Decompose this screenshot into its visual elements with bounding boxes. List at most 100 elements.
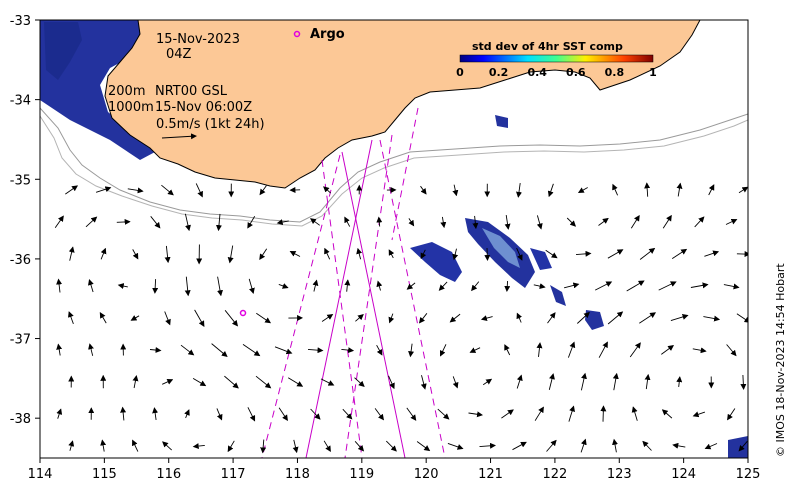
current-vector	[547, 312, 556, 324]
current-vector	[566, 217, 577, 227]
current-vector	[341, 347, 355, 354]
current-vector	[388, 313, 395, 324]
current-vector	[247, 215, 256, 229]
colorbar-tick-label: 0.8	[605, 66, 625, 79]
current-vector	[227, 245, 234, 264]
colorbar-title: std dev of 4hr SST comp	[472, 40, 623, 53]
y-tick-label: -33	[10, 14, 31, 29]
x-tick-label: 118	[285, 467, 310, 482]
current-vector	[501, 409, 514, 419]
current-vector	[356, 247, 363, 260]
current-vector	[195, 183, 203, 198]
current-vector	[95, 186, 112, 193]
current-vector	[180, 344, 195, 356]
plot-frame	[39, 19, 749, 459]
altimeter-swaths	[261, 107, 446, 458]
current-vector	[437, 408, 450, 420]
current-vector	[344, 279, 351, 292]
current-vector	[536, 215, 543, 230]
current-vector	[342, 408, 353, 420]
current-vector	[708, 184, 715, 196]
current-vector	[484, 247, 491, 261]
depth-label-1000m: 1000m	[108, 100, 154, 115]
current-vector	[274, 346, 293, 355]
current-vector	[247, 407, 256, 422]
current-vector	[355, 314, 364, 322]
current-vector	[631, 406, 638, 421]
current-vector	[738, 441, 748, 452]
argo-legend-marker	[293, 30, 301, 38]
current-vector	[248, 278, 255, 295]
current-vector	[388, 375, 395, 390]
current-vector	[644, 182, 651, 197]
current-vector	[260, 439, 267, 454]
colorbar-tick-label: 0.4	[527, 66, 547, 79]
current-vector	[420, 249, 427, 260]
current-vector	[152, 407, 159, 420]
current-vector	[536, 342, 543, 357]
axes: 114 115 116 117 118 119 120 121 122 123 124 125 -33 -…	[10, 14, 761, 482]
current-vector	[420, 375, 427, 390]
current-vector	[736, 313, 748, 323]
current-vector	[67, 311, 74, 325]
product-time-label: 15-Nov 06:00Z	[155, 100, 252, 115]
isobath-200m	[40, 107, 748, 223]
current-vector	[224, 310, 239, 327]
current-vector	[726, 344, 737, 357]
current-vector	[88, 279, 94, 293]
current-vector	[468, 411, 483, 418]
current-vector	[54, 215, 64, 229]
current-vector	[164, 311, 171, 326]
current-vector	[612, 183, 619, 196]
y-tick-label: -35	[10, 173, 31, 188]
current-vector	[575, 250, 592, 257]
current-vector	[259, 248, 268, 261]
current-vector	[354, 377, 365, 387]
current-vector	[292, 439, 299, 454]
current-vector	[408, 343, 415, 358]
product-label: NRT00 GSL	[155, 84, 228, 99]
current-vector	[162, 379, 174, 385]
current-vector	[692, 347, 707, 354]
current-vector	[504, 215, 511, 230]
current-vector	[504, 344, 511, 356]
current-vector	[738, 186, 748, 194]
current-vector	[740, 374, 747, 390]
y-tick-label: -36	[10, 253, 31, 268]
current-vector	[692, 411, 706, 418]
current-vector	[612, 438, 618, 453]
colorbar: std dev of 4hr SST comp 0 0.2 0.4 0.6 0.8 1	[456, 40, 657, 79]
current-vector	[447, 442, 464, 450]
current-vector	[676, 376, 683, 387]
scale-label: 0.5m/s (1kt 24h)	[156, 117, 265, 132]
x-tick-label: 115	[92, 467, 117, 482]
current-vector	[88, 343, 94, 356]
current-vector	[130, 315, 140, 321]
time-label: 04Z	[166, 47, 192, 62]
colorbar-tick-label: 0.2	[489, 66, 509, 79]
x-tick-label: 125	[736, 467, 761, 482]
current-vector	[545, 249, 558, 259]
current-vector	[132, 439, 139, 452]
current-vector	[194, 309, 205, 327]
x-tick-label: 122	[542, 467, 567, 482]
current-vector	[192, 378, 207, 387]
scale-arrow	[161, 133, 197, 140]
current-vector	[161, 184, 174, 196]
colorbar-tick-label: 0	[456, 66, 464, 79]
current-vector	[309, 218, 320, 226]
current-vector	[440, 216, 447, 229]
current-vector	[420, 185, 427, 195]
current-vector	[418, 313, 428, 324]
x-tick-label: 120	[414, 467, 439, 482]
current-vector	[533, 283, 546, 290]
current-vector	[658, 281, 677, 291]
current-vector	[472, 215, 479, 230]
current-vector	[452, 248, 459, 261]
current-vector	[630, 214, 640, 229]
current-vector	[242, 344, 261, 357]
current-vector	[162, 441, 173, 451]
current-vector	[725, 218, 738, 225]
current-vector	[278, 407, 288, 422]
current-vector	[607, 249, 624, 259]
